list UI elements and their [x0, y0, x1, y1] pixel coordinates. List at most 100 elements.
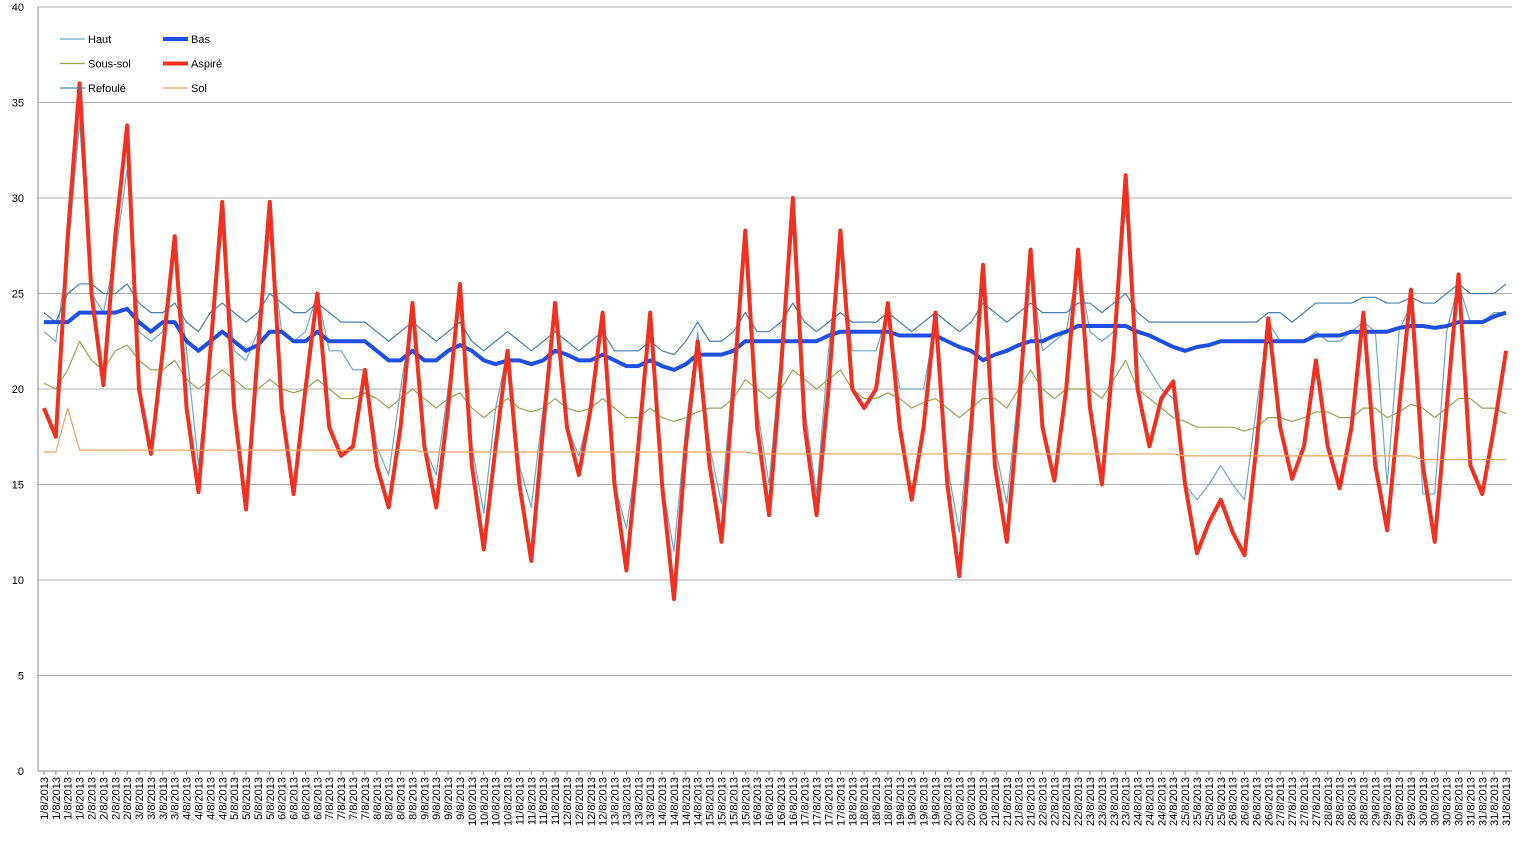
x-tick-label: 5/8/2013 [265, 777, 277, 820]
x-tick-label: 31/8/2013 [1477, 777, 1489, 826]
x-tick-label: 13/8/2013 [621, 777, 633, 826]
x-tick-label: 17/8/2013 [812, 777, 824, 826]
x-tick-label: 21/8/2013 [990, 777, 1002, 826]
x-tick-label: 10/8/2013 [467, 777, 479, 826]
x-tick-label: 1/8/2013 [51, 777, 63, 820]
x-tick-label: 25/8/2013 [1180, 777, 1192, 826]
x-tick-label: 1/8/2013 [39, 777, 51, 820]
series-line [43, 340, 1507, 432]
x-tick-label: 4/8/2013 [217, 777, 229, 820]
legend-label: Bas [191, 34, 210, 46]
x-tick-label: 3/8/2013 [170, 777, 182, 820]
x-tick-label: 9/8/2013 [455, 777, 467, 820]
x-tick-label: 10/8/2013 [503, 777, 515, 826]
x-tick-label: 20/8/2013 [978, 777, 990, 826]
x-tick-label: 5/8/2013 [229, 777, 241, 820]
y-tick-label: 35 [12, 98, 24, 110]
x-tick-label: 24/8/2013 [1168, 777, 1180, 826]
y-tick-label: 0 [18, 766, 24, 778]
x-tick-label: 16/8/2013 [788, 777, 800, 826]
x-tick-label: 6/8/2013 [289, 777, 301, 820]
x-tick-label: 27/8/2013 [1299, 777, 1311, 826]
y-tick-label: 40 [12, 2, 24, 14]
x-tick-label: 7/8/2013 [336, 777, 348, 820]
x-tick-label: 18/8/2013 [859, 777, 871, 826]
x-tick-label: 11/8/2013 [538, 777, 550, 825]
x-tick-label: 20/8/2013 [942, 777, 954, 826]
x-tick-label: 10/8/2013 [479, 777, 491, 826]
y-tick-label: 25 [12, 289, 24, 301]
legend-label: Refoulé [88, 83, 126, 95]
x-tick-label: 2/8/2013 [110, 777, 122, 820]
x-tick-label: 17/8/2013 [800, 777, 812, 826]
x-tick-label: 11/8/2013 [526, 777, 538, 825]
x-tick-label: 30/8/2013 [1442, 777, 1454, 826]
x-tick-label: 4/8/2013 [205, 777, 217, 820]
x-tick-label: 11/8/2013 [550, 777, 562, 825]
x-tick-label: 2/8/2013 [98, 777, 110, 820]
x-tick-label: 28/8/2013 [1347, 777, 1359, 826]
x-tick-label: 9/8/2013 [443, 777, 455, 820]
x-tick-label: 27/8/2013 [1275, 777, 1287, 826]
x-tick-label: 8/8/2013 [384, 777, 396, 820]
x-tick-label: 18/8/2013 [883, 777, 895, 826]
x-tick-label: 14/8/2013 [681, 777, 693, 826]
x-tick-label: 12/8/2013 [586, 777, 598, 826]
x-tick-label: 28/8/2013 [1335, 777, 1347, 826]
x-tick-label: 23/8/2013 [1109, 777, 1121, 826]
x-tick-label: 4/8/2013 [182, 777, 194, 820]
x-tick-label: 19/8/2013 [919, 777, 931, 826]
series-line [43, 407, 1507, 461]
x-tick-label: 16/8/2013 [752, 777, 764, 826]
x-tick-label: 4/8/2013 [193, 777, 205, 820]
x-tick-label: 23/8/2013 [1121, 777, 1133, 826]
x-tick-label: 27/8/2013 [1311, 777, 1323, 826]
x-tick-label: 3/8/2013 [158, 777, 170, 820]
x-tick-label: 1/8/2013 [75, 777, 87, 820]
x-tick-label: 26/8/2013 [1228, 777, 1240, 826]
x-tick-label: 2/8/2013 [122, 777, 134, 820]
x-tick-label: 14/8/2013 [657, 777, 669, 826]
x-tick-label: 30/8/2013 [1454, 777, 1466, 826]
x-tick-label: 20/8/2013 [954, 777, 966, 826]
x-tick-label: 3/8/2013 [134, 777, 146, 820]
y-tick-label: 10 [12, 575, 24, 587]
x-tick-label: 13/8/2013 [633, 777, 645, 826]
x-tick-label: 11/8/2013 [514, 777, 526, 825]
x-tick-label: 7/8/2013 [348, 777, 360, 820]
x-tick-label: 22/8/2013 [1073, 777, 1085, 826]
x-tick-label: 16/8/2013 [764, 777, 776, 826]
x-tick-label: 13/8/2013 [645, 777, 657, 826]
x-tick-label: 26/8/2013 [1263, 777, 1275, 826]
x-tick-label: 1/8/2013 [63, 777, 75, 820]
x-tick-label: 12/8/2013 [598, 777, 610, 826]
x-tick-label: 23/8/2013 [1097, 777, 1109, 826]
x-tick-label: 24/8/2013 [1156, 777, 1168, 826]
legend-label: Sous-sol [88, 59, 131, 71]
x-tick-label: 8/8/2013 [396, 777, 408, 820]
x-tick-label: 29/8/2013 [1394, 777, 1406, 826]
x-tick-label: 24/8/2013 [1144, 777, 1156, 826]
x-tick-label: 27/8/2013 [1287, 777, 1299, 826]
x-tick-label: 8/8/2013 [407, 777, 419, 820]
x-tick-label: 20/8/2013 [966, 777, 978, 826]
x-tick-label: 29/8/2013 [1370, 777, 1382, 826]
y-tick-label: 20 [12, 384, 24, 396]
x-tick-label: 7/8/2013 [324, 777, 336, 820]
x-tick-label: 19/8/2013 [895, 777, 907, 826]
x-tick-label: 2/8/2013 [86, 777, 98, 820]
x-tick-label: 21/8/2013 [1002, 777, 1014, 826]
x-tick-label: 17/8/2013 [835, 777, 847, 826]
x-tick-label: 26/8/2013 [1240, 777, 1252, 826]
x-tick-label: 13/8/2013 [610, 777, 622, 826]
x-tick-label: 7/8/2013 [360, 777, 372, 820]
legend-label: Haut [88, 34, 111, 46]
x-tick-label: 18/8/2013 [871, 777, 883, 826]
x-tick-label: 19/8/2013 [907, 777, 919, 826]
x-tick-label: 14/8/2013 [669, 777, 681, 826]
x-tick-label: 22/8/2013 [1037, 777, 1049, 826]
x-tick-label: 16/8/2013 [776, 777, 788, 826]
x-tick-label: 30/8/2013 [1418, 777, 1430, 826]
x-tick-label: 12/8/2013 [574, 777, 586, 826]
x-tick-label: 18/8/2013 [847, 777, 859, 826]
